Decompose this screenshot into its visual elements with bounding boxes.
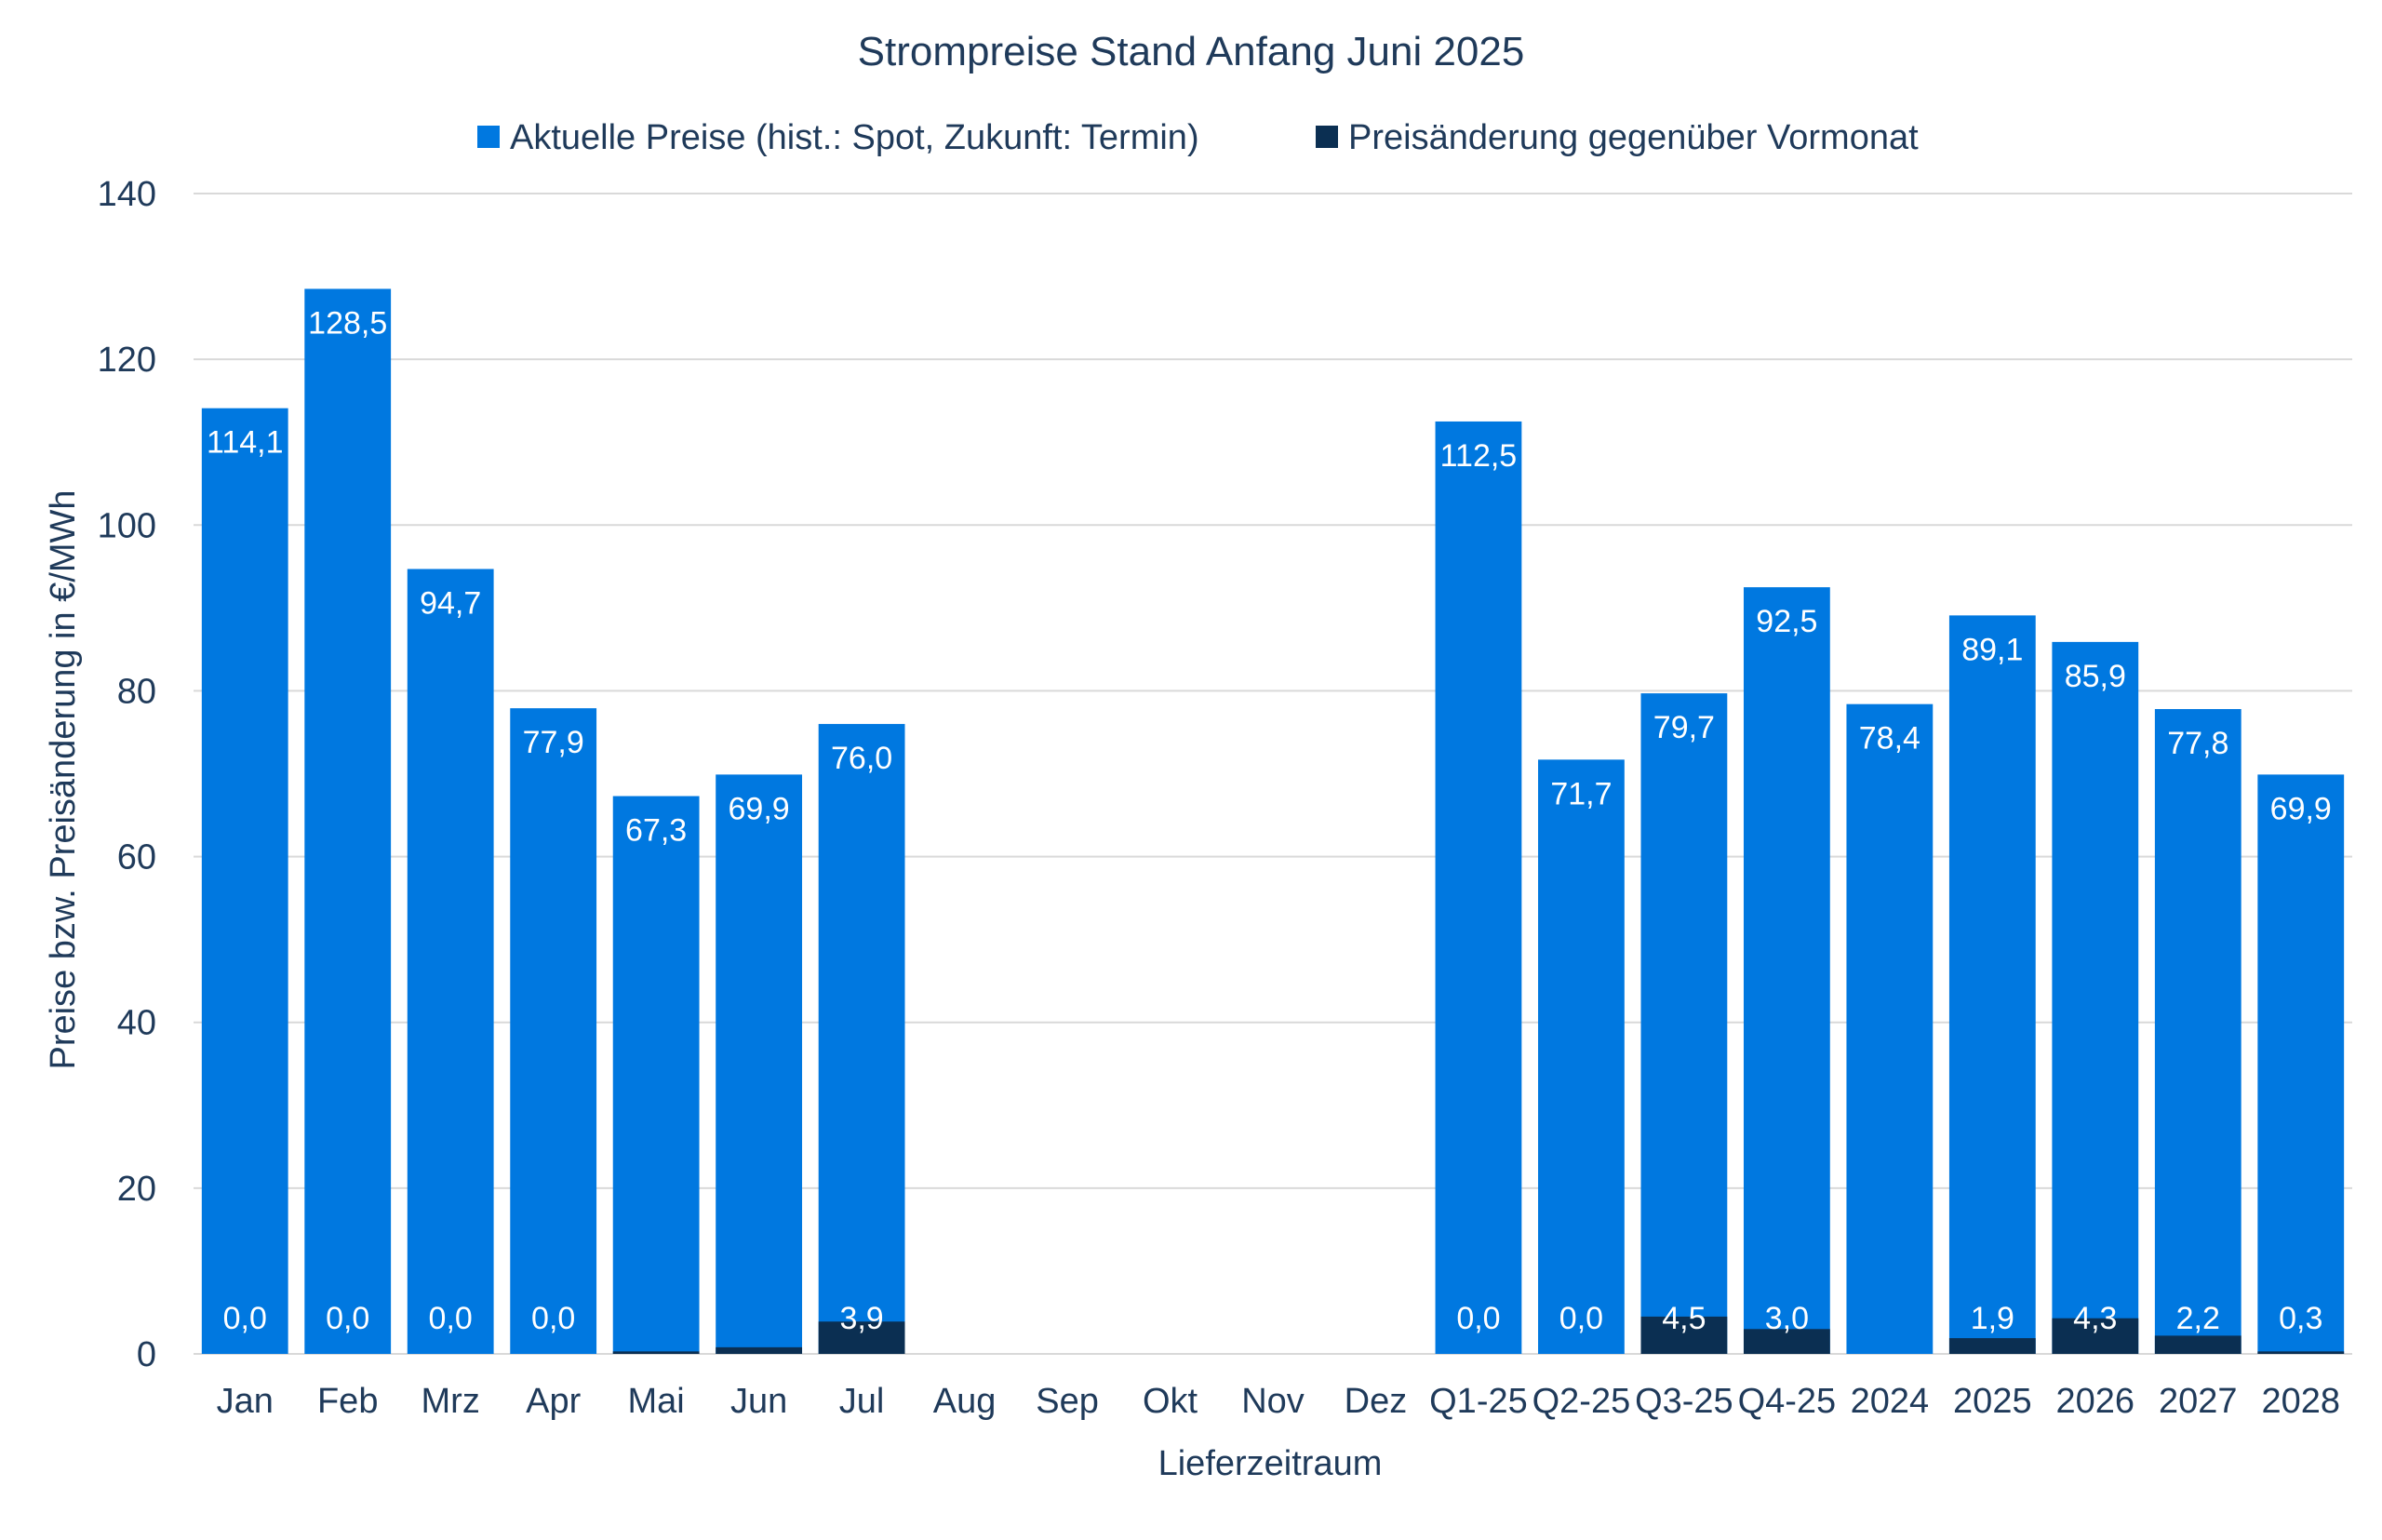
label-change-Feb: 0,0 (326, 1301, 369, 1336)
y-tick-40: 40 (117, 1004, 156, 1043)
bar-price-Q2-25 (1538, 759, 1625, 1354)
y-axis-label: Preise bzw. Preisänderung in €/MWh (44, 489, 83, 1069)
bar-change-Q3-25 (1640, 1316, 1728, 1354)
bar-change-Jun (716, 1346, 803, 1354)
label-price-Apr: 77,9 (523, 725, 584, 760)
x-tick-Mai: Mai (628, 1382, 685, 1421)
label-change-2025: 1,9 (1971, 1301, 2014, 1336)
label-price-Q1-25: 112,5 (1440, 438, 1518, 474)
x-axis-label: Lieferzeitraum (1158, 1444, 1383, 1483)
label-price-Jun: 69,9 (729, 791, 790, 826)
x-tick-Jun: Jun (730, 1382, 787, 1421)
x-tick-Q2-25: Q2-25 (1532, 1382, 1631, 1421)
bars (201, 288, 2345, 1355)
label-change-2028: 0,3 (2279, 1301, 2322, 1336)
label-price-2028: 69,9 (2270, 791, 2332, 826)
x-tick-Sep: Sep (1036, 1382, 1099, 1421)
bar-change-2027 (2154, 1335, 2241, 1354)
label-price-Jan: 114,1 (207, 425, 284, 461)
x-tick-Q1-25: Q1-25 (1429, 1382, 1528, 1421)
y-tick-60: 60 (117, 838, 156, 877)
label-price-Q2-25: 71,7 (1550, 776, 1612, 811)
bar-price-Jul (818, 724, 905, 1354)
x-tick-Feb: Feb (317, 1382, 378, 1421)
y-tick-120: 120 (98, 341, 156, 380)
bar-price-Mai (612, 796, 700, 1354)
bar-price-2024 (1846, 703, 1934, 1354)
chart-title: Strompreise Stand Anfang Juni 2025 (858, 29, 1525, 74)
bar-price-Q3-25 (1640, 693, 1728, 1354)
bar-price-Q4-25 (1743, 587, 1830, 1354)
label-change-2027: 2,2 (2176, 1301, 2220, 1336)
bar-price-Feb (304, 288, 392, 1354)
bar-price-Q1-25 (1435, 421, 1522, 1355)
x-tick-Nov: Nov (1241, 1382, 1305, 1421)
y-tick-80: 80 (117, 672, 156, 711)
x-tick-Apr: Apr (526, 1382, 581, 1421)
x-tick-Q4-25: Q4-25 (1738, 1382, 1837, 1421)
y-tick-140: 140 (98, 175, 156, 214)
data-labels: 114,1 0,0 128,5 0,0 94,7 0,0 77,9 0,0 67,3 69,9 76… (207, 305, 2332, 1336)
label-price-2024: 78,4 (1859, 721, 1920, 757)
label-change-Q2-25: 0,0 (1559, 1301, 1603, 1336)
label-price-2027: 77,8 (2167, 726, 2228, 761)
bar-price-2025 (1948, 615, 2036, 1354)
label-change-Apr: 0,0 (531, 1301, 575, 1336)
label-price-Q3-25: 79,7 (1653, 710, 1715, 745)
x-tick-Q3-25: Q3-25 (1635, 1382, 1733, 1421)
label-price-Mrz: 94,7 (420, 585, 481, 621)
label-price-2026: 85,9 (2065, 659, 2126, 694)
y-axis-ticks: 0 20 40 60 80 100 120 140 (98, 175, 156, 1374)
x-tick-2027: 2027 (2159, 1382, 2238, 1421)
label-price-Q4-25: 92,5 (1756, 604, 1817, 639)
y-tick-0: 0 (137, 1335, 156, 1374)
x-tick-2028: 2028 (2261, 1382, 2340, 1421)
legend: Aktuelle Preise (hist.: Spot, Zukunft: T… (477, 118, 1919, 157)
bar-price-2028 (2257, 774, 2345, 1354)
bar-change-Jul (818, 1321, 905, 1354)
x-tick-2024: 2024 (1851, 1382, 1930, 1421)
bar-change-2025 (1948, 1338, 2036, 1354)
bar-price-Mrz (407, 569, 494, 1354)
x-tick-Jan: Jan (217, 1382, 274, 1421)
y-tick-100: 100 (98, 506, 156, 545)
label-price-Jul: 76,0 (831, 741, 892, 776)
bar-price-Jan (201, 408, 288, 1354)
x-tick-Aug: Aug (933, 1382, 997, 1421)
label-change-2026: 4,3 (2073, 1301, 2117, 1336)
x-tick-2026: 2026 (2056, 1382, 2135, 1421)
x-tick-Dez: Dez (1345, 1382, 1408, 1421)
x-tick-Mrz: Mrz (422, 1382, 480, 1421)
label-change-Q3-25: 4,5 (1662, 1301, 1706, 1336)
label-change-Mrz: 0,0 (429, 1301, 473, 1336)
bar-change-Mai (612, 1351, 700, 1354)
label-change-Q4-25: 3,0 (1765, 1301, 1809, 1336)
label-price-Mai: 67,3 (625, 813, 687, 849)
legend-label-change: Preisänderung gegenüber Vormonat (1348, 118, 1919, 157)
bar-change-2026 (2052, 1318, 2139, 1354)
x-tick-Okt: Okt (1143, 1382, 1198, 1421)
label-price-Feb: 128,5 (308, 305, 387, 341)
x-axis-ticks: Jan Feb Mrz Apr Mai Jun Jul Aug Sep Okt Nov Dez Q1-2… (217, 1382, 2340, 1421)
label-price-2025: 89,1 (1961, 632, 2023, 667)
bar-price-2027 (2154, 709, 2241, 1354)
label-change-Jul: 3,9 (839, 1301, 883, 1336)
bar-price-Jun (716, 774, 803, 1354)
label-change-Q1-25: 0,0 (1456, 1301, 1500, 1336)
label-change-Jan: 0,0 (223, 1301, 267, 1336)
x-tick-2025: 2025 (1953, 1382, 2032, 1421)
x-tick-Jul: Jul (839, 1382, 885, 1421)
legend-label-prices: Aktuelle Preise (hist.: Spot, Zukunft: T… (510, 118, 1199, 157)
legend-swatch-prices (477, 126, 500, 148)
bar-price-2026 (2052, 641, 2139, 1354)
bar-price-Apr (510, 708, 597, 1354)
legend-swatch-change (1316, 126, 1338, 148)
bar-change-Q4-25 (1743, 1329, 1830, 1354)
y-tick-20: 20 (117, 1170, 156, 1209)
bar-change-2028 (2257, 1351, 2345, 1354)
